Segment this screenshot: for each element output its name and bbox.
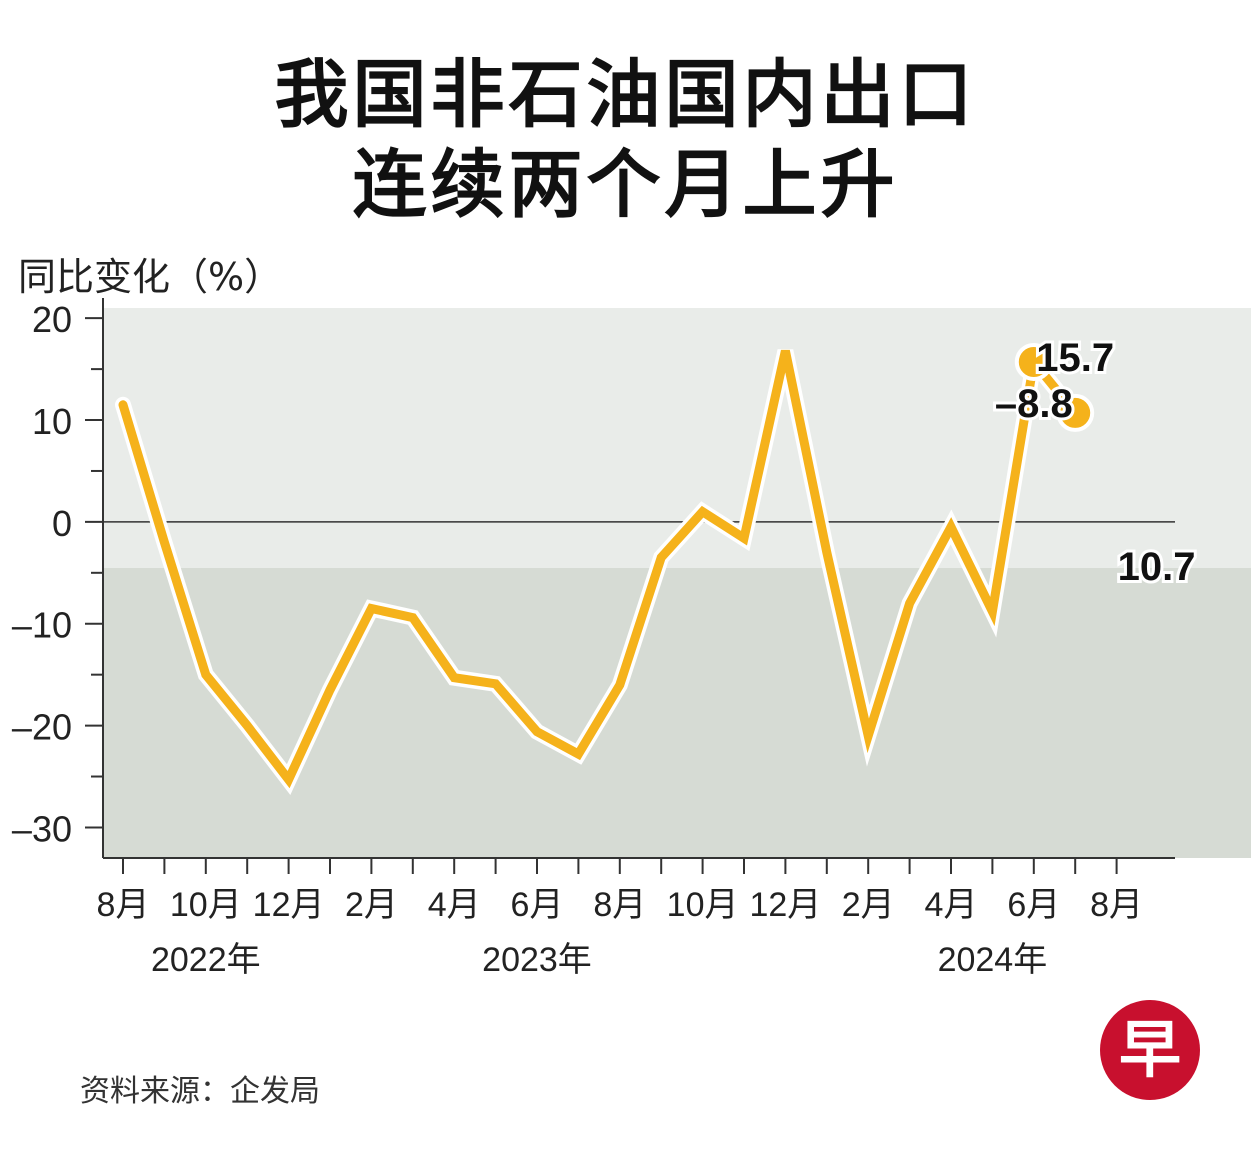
x-tick-label: 4月 <box>428 886 481 924</box>
source-note: 资料来源：企发局 <box>80 1074 320 1109</box>
x-tick-label: 10月 <box>170 886 242 924</box>
x-tick-label: 12月 <box>749 886 821 924</box>
y-tick-label: 20 <box>32 299 72 340</box>
y-tick-label: –20 <box>12 707 72 748</box>
x-tick-label: 6月 <box>511 886 564 924</box>
data-point <box>1014 342 1053 381</box>
zaobao-logo: 早 <box>1100 1000 1200 1100</box>
series-line <box>118 349 1080 789</box>
x-tick-label: 6月 <box>1007 886 1060 924</box>
x-tick-label: 4月 <box>925 886 978 924</box>
plot-background-lower <box>103 568 1251 858</box>
data-label: 10.7 <box>1118 545 1196 589</box>
y-tick-label: –30 <box>12 808 72 849</box>
title-line1: 我国非石油国内出口 <box>274 52 977 138</box>
y-tick-label: –10 <box>12 605 72 646</box>
data-label: 15.7 <box>1036 336 1114 380</box>
data-point <box>1056 393 1095 432</box>
x-tick-label: 10月 <box>667 886 739 924</box>
title-line2: 连续两个月上升 <box>352 142 899 228</box>
year-label: 2023年 <box>482 941 592 979</box>
x-tick-label: 12月 <box>253 886 325 924</box>
x-tick-label: 2月 <box>345 886 398 924</box>
y-axis-label: 同比变化（%） <box>18 255 283 299</box>
y-tick-label: 0 <box>52 503 72 544</box>
year-label: 2024年 <box>938 941 1048 979</box>
x-tick-label: 8月 <box>1090 886 1143 924</box>
x-tick-label: 8月 <box>593 886 646 924</box>
year-label: 2022年 <box>151 941 261 979</box>
data-label: –8.8 <box>995 382 1073 426</box>
x-tick-label: 2月 <box>842 886 895 924</box>
x-tick-label: 8月 <box>97 886 150 924</box>
y-tick-label: 10 <box>32 401 72 442</box>
